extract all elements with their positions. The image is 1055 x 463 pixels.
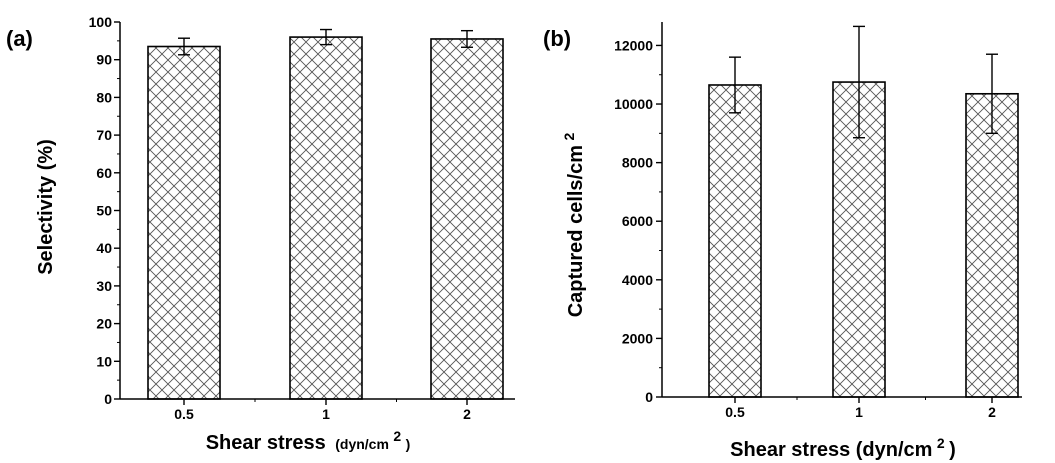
panel-a-bar <box>289 36 363 400</box>
panel-b-bar <box>965 92 1019 398</box>
panel-a-x-axis-title-close: ) <box>406 436 411 452</box>
panel-a-y-tick-label: 60 <box>96 165 112 181</box>
panel-b-x-tick-label: 2 <box>988 404 996 420</box>
panel-b-y-tick-label: 12000 <box>614 37 653 53</box>
panel-a-bar <box>147 45 221 400</box>
panel-a-y-tick-label: 90 <box>96 52 112 68</box>
panel-a-x-tick-label: 0.5 <box>174 406 194 422</box>
panel-b-y-tick-label: 8000 <box>622 155 653 171</box>
panel-a-y-tick-label: 50 <box>96 203 112 219</box>
panel-a-x-axis-title-unit: (dyn/cm <box>335 436 389 452</box>
panel-b-y-axis-title-main: Captured cells/cm <box>565 145 587 317</box>
panel-b-y-tick-label: 6000 <box>622 213 653 229</box>
panel-a-y-tick-label: 70 <box>96 127 112 143</box>
panel-b-bar <box>708 84 762 398</box>
panel-a-x-tick-label: 1 <box>322 406 330 422</box>
panel-b-x-tick-label: 1 <box>855 404 863 420</box>
panel-a-y-axis-title: Selectivity (%) <box>35 139 57 275</box>
panel-a-y-tick-label: 10 <box>96 353 112 369</box>
panel-b-plot: 0 2000 4000 6000 8000 10000 12000 0.5 1 2 <box>614 22 1022 420</box>
panel-b-label: (b) <box>543 26 571 51</box>
panel-b-y-axis-title: Captured cells/cm 2 <box>561 133 587 318</box>
panel-a-y-tick-label: 20 <box>96 316 112 332</box>
panel-a-label: (a) <box>6 26 33 51</box>
panel-a-y-tick-label: 30 <box>96 278 112 294</box>
panel-b-x-axis-title-sup: 2 <box>937 435 945 451</box>
panel-b-y-tick-label: 10000 <box>614 96 653 112</box>
panel-b-x-axis-title: Shear stress (dyn/cm 2 ) <box>730 435 956 461</box>
panel-a-y-tick-label: 80 <box>96 89 112 105</box>
panel-b-y-tick-label: 0 <box>645 389 653 405</box>
panel-a-x-axis-title: Shear stress (dyn/cm 2 ) <box>206 428 411 454</box>
panel-b-x-tick-label: 0.5 <box>725 404 745 420</box>
panel-b-x-axis-title-main: Shear stress (dyn/cm <box>730 439 932 461</box>
panel-b-y-axis-title-sup: 2 <box>561 133 577 141</box>
panel-a-y-tick-label: 40 <box>96 240 112 256</box>
panel-b-y-tick-label: 4000 <box>622 272 653 288</box>
panel-a-bar <box>430 38 504 400</box>
panel-a: (a) 0 10 20 30 40 50 60 70 80 90 100 0.5 1 2 Selectiv… <box>6 14 515 454</box>
panel-a-y-tick-label: 100 <box>89 14 113 30</box>
panel-b-x-axis-title-close: ) <box>949 439 956 461</box>
panel-b-y-tick-label: 2000 <box>622 330 653 346</box>
panel-a-plot: 0 10 20 30 40 50 60 70 80 90 100 0.5 1 2 <box>89 14 515 422</box>
panel-a-y-tick-label: 0 <box>104 391 112 407</box>
panel-a-x-axis-title-main: Shear stress <box>206 432 326 454</box>
panel-b: (b) 0 2000 4000 6000 8000 10000 12000 0.5 1 2 Cap… <box>543 22 1022 461</box>
panel-a-x-axis-title-sup: 2 <box>393 428 401 444</box>
panel-a-x-tick-label: 2 <box>463 406 471 422</box>
